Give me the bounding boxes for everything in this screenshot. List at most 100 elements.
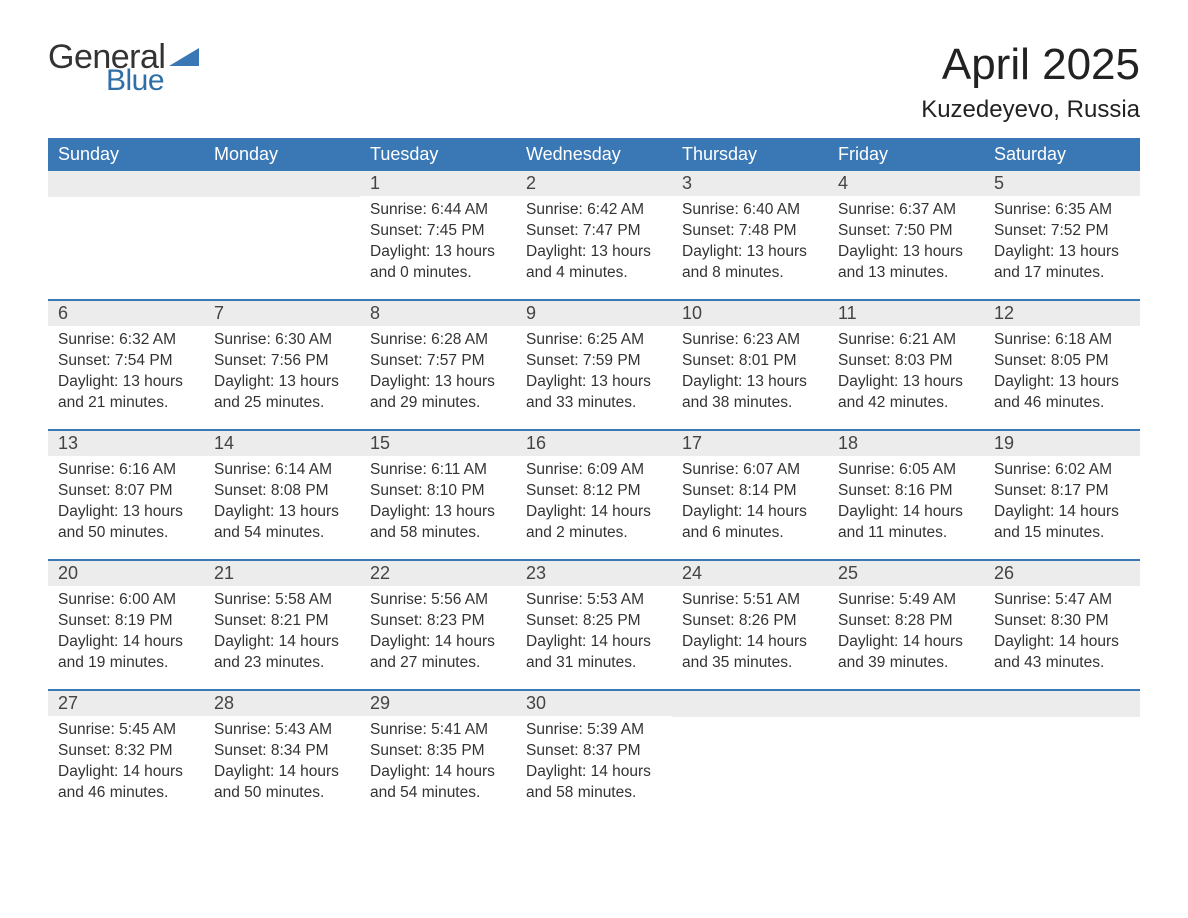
calendar-day-cell: 5Sunrise: 6:35 AMSunset: 7:52 PMDaylight… xyxy=(984,171,1140,300)
calendar-day-cell: 19Sunrise: 6:02 AMSunset: 8:17 PMDayligh… xyxy=(984,430,1140,560)
calendar-day-cell: 23Sunrise: 5:53 AMSunset: 8:25 PMDayligh… xyxy=(516,560,672,690)
sunset-line: Sunset: 8:10 PM xyxy=(370,481,506,502)
sunset-line: Sunset: 8:34 PM xyxy=(214,741,350,762)
sunset-line: Sunset: 8:19 PM xyxy=(58,611,194,632)
day-content: Sunrise: 5:43 AMSunset: 8:34 PMDaylight:… xyxy=(204,716,360,810)
calendar-day-cell: 16Sunrise: 6:09 AMSunset: 8:12 PMDayligh… xyxy=(516,430,672,560)
daylight-line: Daylight: 14 hours and 46 minutes. xyxy=(58,762,194,804)
day-number-empty xyxy=(672,691,828,717)
calendar-day-cell xyxy=(48,171,204,300)
daylight-line: Daylight: 13 hours and 21 minutes. xyxy=(58,372,194,414)
weekday-header-row: SundayMondayTuesdayWednesdayThursdayFrid… xyxy=(48,138,1140,171)
day-content: Sunrise: 6:30 AMSunset: 7:56 PMDaylight:… xyxy=(204,326,360,420)
calendar-day-cell: 13Sunrise: 6:16 AMSunset: 8:07 PMDayligh… xyxy=(48,430,204,560)
calendar-day-cell: 1Sunrise: 6:44 AMSunset: 7:45 PMDaylight… xyxy=(360,171,516,300)
calendar-day-cell: 9Sunrise: 6:25 AMSunset: 7:59 PMDaylight… xyxy=(516,300,672,430)
daylight-line: Daylight: 14 hours and 39 minutes. xyxy=(838,632,974,674)
sunrise-line: Sunrise: 6:09 AM xyxy=(526,460,662,481)
sunrise-line: Sunrise: 6:44 AM xyxy=(370,200,506,221)
sunrise-line: Sunrise: 5:58 AM xyxy=(214,590,350,611)
weekday-header: Friday xyxy=(828,138,984,171)
day-content: Sunrise: 6:16 AMSunset: 8:07 PMDaylight:… xyxy=(48,456,204,550)
day-number: 20 xyxy=(48,561,204,586)
daylight-line: Daylight: 13 hours and 42 minutes. xyxy=(838,372,974,414)
day-content: Sunrise: 5:51 AMSunset: 8:26 PMDaylight:… xyxy=(672,586,828,680)
sunrise-line: Sunrise: 6:25 AM xyxy=(526,330,662,351)
sunset-line: Sunset: 8:35 PM xyxy=(370,741,506,762)
sunrise-line: Sunrise: 5:43 AM xyxy=(214,720,350,741)
daylight-line: Daylight: 14 hours and 54 minutes. xyxy=(370,762,506,804)
calendar-day-cell: 11Sunrise: 6:21 AMSunset: 8:03 PMDayligh… xyxy=(828,300,984,430)
calendar-day-cell: 26Sunrise: 5:47 AMSunset: 8:30 PMDayligh… xyxy=(984,560,1140,690)
day-content: Sunrise: 6:40 AMSunset: 7:48 PMDaylight:… xyxy=(672,196,828,290)
calendar-week-row: 1Sunrise: 6:44 AMSunset: 7:45 PMDaylight… xyxy=(48,171,1140,300)
location-subtitle: Kuzedeyevo, Russia xyxy=(921,96,1140,124)
sunset-line: Sunset: 7:59 PM xyxy=(526,351,662,372)
daylight-line: Daylight: 13 hours and 17 minutes. xyxy=(994,242,1130,284)
daylight-line: Daylight: 13 hours and 58 minutes. xyxy=(370,502,506,544)
day-content: Sunrise: 6:18 AMSunset: 8:05 PMDaylight:… xyxy=(984,326,1140,420)
sunset-line: Sunset: 8:21 PM xyxy=(214,611,350,632)
daylight-line: Daylight: 13 hours and 4 minutes. xyxy=(526,242,662,284)
day-number: 21 xyxy=(204,561,360,586)
sunrise-line: Sunrise: 6:40 AM xyxy=(682,200,818,221)
day-number: 24 xyxy=(672,561,828,586)
calendar-day-cell: 10Sunrise: 6:23 AMSunset: 8:01 PMDayligh… xyxy=(672,300,828,430)
calendar-day-cell: 29Sunrise: 5:41 AMSunset: 8:35 PMDayligh… xyxy=(360,690,516,819)
sunset-line: Sunset: 8:30 PM xyxy=(994,611,1130,632)
day-content: Sunrise: 6:11 AMSunset: 8:10 PMDaylight:… xyxy=(360,456,516,550)
calendar-day-cell xyxy=(828,690,984,819)
daylight-line: Daylight: 14 hours and 58 minutes. xyxy=(526,762,662,804)
day-number: 6 xyxy=(48,301,204,326)
calendar-week-row: 27Sunrise: 5:45 AMSunset: 8:32 PMDayligh… xyxy=(48,690,1140,819)
day-content: Sunrise: 6:37 AMSunset: 7:50 PMDaylight:… xyxy=(828,196,984,290)
day-number: 11 xyxy=(828,301,984,326)
day-number: 27 xyxy=(48,691,204,716)
sunrise-line: Sunrise: 5:39 AM xyxy=(526,720,662,741)
daylight-line: Daylight: 14 hours and 31 minutes. xyxy=(526,632,662,674)
day-content: Sunrise: 6:25 AMSunset: 7:59 PMDaylight:… xyxy=(516,326,672,420)
daylight-line: Daylight: 14 hours and 35 minutes. xyxy=(682,632,818,674)
calendar-day-cell: 4Sunrise: 6:37 AMSunset: 7:50 PMDaylight… xyxy=(828,171,984,300)
sunrise-line: Sunrise: 6:28 AM xyxy=(370,330,506,351)
sunset-line: Sunset: 7:56 PM xyxy=(214,351,350,372)
sunset-line: Sunset: 8:12 PM xyxy=(526,481,662,502)
calendar-day-cell: 15Sunrise: 6:11 AMSunset: 8:10 PMDayligh… xyxy=(360,430,516,560)
logo-text-blue: Blue xyxy=(106,66,199,96)
weekday-header: Thursday xyxy=(672,138,828,171)
day-number: 18 xyxy=(828,431,984,456)
day-content: Sunrise: 6:32 AMSunset: 7:54 PMDaylight:… xyxy=(48,326,204,420)
sunrise-line: Sunrise: 5:53 AM xyxy=(526,590,662,611)
day-number: 26 xyxy=(984,561,1140,586)
day-content: Sunrise: 5:41 AMSunset: 8:35 PMDaylight:… xyxy=(360,716,516,810)
day-number: 15 xyxy=(360,431,516,456)
daylight-line: Daylight: 13 hours and 29 minutes. xyxy=(370,372,506,414)
daylight-line: Daylight: 13 hours and 54 minutes. xyxy=(214,502,350,544)
daylight-line: Daylight: 14 hours and 19 minutes. xyxy=(58,632,194,674)
weekday-header: Wednesday xyxy=(516,138,672,171)
day-number: 4 xyxy=(828,171,984,196)
calendar-day-cell: 18Sunrise: 6:05 AMSunset: 8:16 PMDayligh… xyxy=(828,430,984,560)
sunrise-line: Sunrise: 6:32 AM xyxy=(58,330,194,351)
day-number: 10 xyxy=(672,301,828,326)
sunset-line: Sunset: 7:45 PM xyxy=(370,221,506,242)
daylight-line: Daylight: 14 hours and 15 minutes. xyxy=(994,502,1130,544)
sunrise-line: Sunrise: 6:16 AM xyxy=(58,460,194,481)
day-content: Sunrise: 5:56 AMSunset: 8:23 PMDaylight:… xyxy=(360,586,516,680)
sunset-line: Sunset: 8:03 PM xyxy=(838,351,974,372)
day-number: 3 xyxy=(672,171,828,196)
day-number-empty xyxy=(984,691,1140,717)
day-number: 23 xyxy=(516,561,672,586)
daylight-line: Daylight: 14 hours and 2 minutes. xyxy=(526,502,662,544)
month-title: April 2025 xyxy=(921,40,1140,90)
sunset-line: Sunset: 7:57 PM xyxy=(370,351,506,372)
sunset-line: Sunset: 7:50 PM xyxy=(838,221,974,242)
calendar-week-row: 13Sunrise: 6:16 AMSunset: 8:07 PMDayligh… xyxy=(48,430,1140,560)
daylight-line: Daylight: 14 hours and 43 minutes. xyxy=(994,632,1130,674)
logo: General Blue xyxy=(48,40,199,96)
sunset-line: Sunset: 8:16 PM xyxy=(838,481,974,502)
calendar-day-cell: 21Sunrise: 5:58 AMSunset: 8:21 PMDayligh… xyxy=(204,560,360,690)
day-content: Sunrise: 6:35 AMSunset: 7:52 PMDaylight:… xyxy=(984,196,1140,290)
day-content: Sunrise: 5:53 AMSunset: 8:25 PMDaylight:… xyxy=(516,586,672,680)
sunrise-line: Sunrise: 6:42 AM xyxy=(526,200,662,221)
